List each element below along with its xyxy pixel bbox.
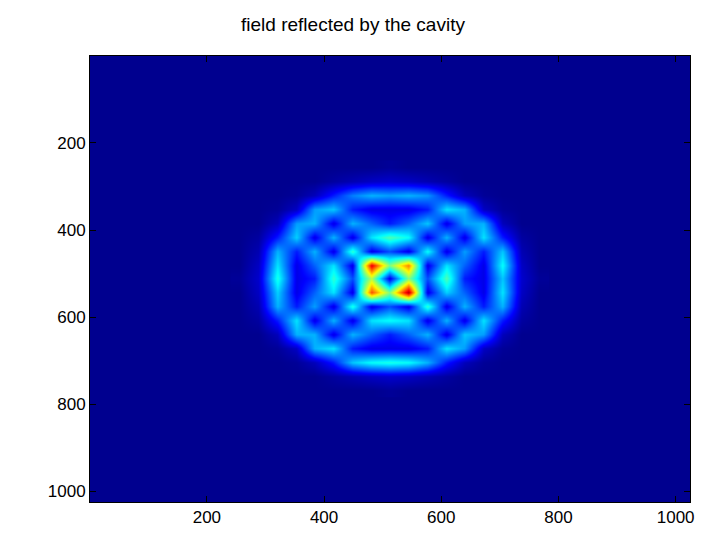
svg-text:800: 800 (57, 395, 85, 414)
svg-text:200: 200 (193, 508, 221, 527)
svg-text:600: 600 (57, 308, 85, 327)
svg-text:1000: 1000 (657, 508, 695, 527)
svg-text:800: 800 (544, 508, 572, 527)
svg-text:field reflected by the cavity: field reflected by the cavity (241, 14, 465, 35)
svg-text:400: 400 (57, 221, 85, 240)
svg-text:400: 400 (310, 508, 338, 527)
svg-text:600: 600 (427, 508, 455, 527)
svg-text:200: 200 (57, 134, 85, 153)
svg-text:1000: 1000 (48, 482, 86, 501)
